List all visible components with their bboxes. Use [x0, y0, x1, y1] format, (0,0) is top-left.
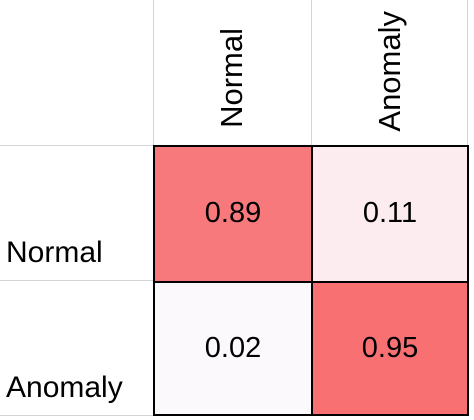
column-header-normal: Normal: [153, 0, 311, 128]
gridline: [0, 145, 153, 146]
row-header-anomaly: Anomaly: [6, 371, 123, 404]
column-header-label: Normal: [214, 28, 249, 128]
heatmap-cell: 0.89: [155, 147, 311, 281]
row-header-normal: Normal: [6, 236, 103, 269]
column-header-label: Anomaly: [372, 11, 407, 132]
heatmap-grid: 0.89 0.11 0.02 0.95: [153, 145, 469, 416]
heatmap-cell: 0.02: [155, 280, 311, 414]
heatmap-cell: 0.95: [311, 280, 467, 414]
heatmap-cell: 0.11: [311, 147, 467, 281]
gridline: [0, 415, 153, 416]
gridline: [467, 0, 468, 145]
gridline: [311, 0, 312, 145]
gridline: [0, 280, 153, 281]
gridline: [153, 0, 154, 145]
column-header-anomaly: Anomaly: [311, 0, 469, 132]
